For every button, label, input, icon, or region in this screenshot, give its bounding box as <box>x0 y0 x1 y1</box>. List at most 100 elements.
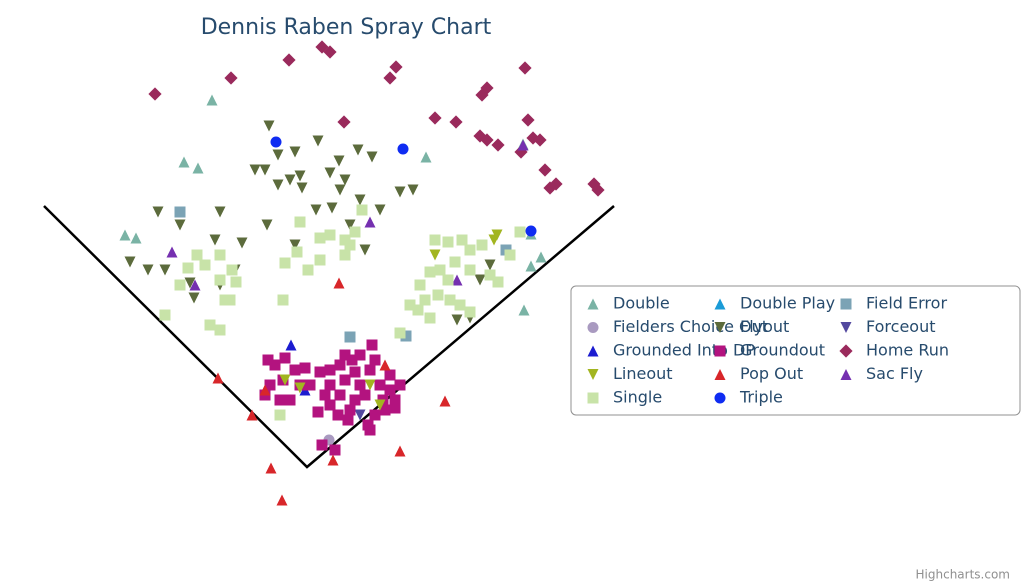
point <box>394 186 406 198</box>
point <box>420 151 432 163</box>
point <box>324 167 336 179</box>
point <box>332 409 344 421</box>
point <box>259 384 271 396</box>
point <box>549 177 563 191</box>
point <box>394 327 406 339</box>
point <box>518 61 532 75</box>
point <box>364 216 376 228</box>
point <box>404 299 416 311</box>
point <box>356 204 368 216</box>
point <box>269 359 281 371</box>
point <box>464 306 476 318</box>
legend-label: Double <box>613 294 670 313</box>
point <box>352 144 364 156</box>
point <box>209 234 221 246</box>
point <box>277 294 289 306</box>
point <box>374 204 386 216</box>
point <box>384 384 396 396</box>
legend-symbol <box>587 345 599 357</box>
point <box>342 414 354 426</box>
point <box>148 87 162 101</box>
point <box>189 279 201 291</box>
point <box>525 225 537 237</box>
legend-label: Sac Fly <box>866 364 923 383</box>
point <box>226 264 238 276</box>
point <box>369 354 381 366</box>
point <box>488 234 500 246</box>
point <box>334 389 346 401</box>
point <box>474 274 486 286</box>
point <box>274 409 286 421</box>
legend-label: Forceout <box>866 317 936 336</box>
legend-symbol <box>714 392 726 404</box>
point <box>289 146 301 158</box>
point <box>533 133 547 147</box>
legend-symbol <box>840 322 852 333</box>
point <box>389 402 401 414</box>
point <box>379 359 391 371</box>
point <box>182 262 194 274</box>
legend-symbol <box>587 298 599 310</box>
point <box>354 409 366 421</box>
point <box>184 277 196 289</box>
point <box>344 331 356 343</box>
point <box>166 246 178 258</box>
legend-label: Field Error <box>866 294 947 313</box>
point <box>324 229 336 241</box>
point <box>334 359 346 371</box>
point <box>333 277 345 289</box>
point <box>246 409 258 421</box>
plot <box>119 40 605 506</box>
point <box>484 259 496 271</box>
point <box>299 362 311 374</box>
point <box>276 494 288 506</box>
legend-label: Home Run <box>866 341 949 360</box>
point <box>324 379 336 391</box>
point <box>279 257 291 269</box>
legend-symbol <box>714 369 726 380</box>
point <box>434 264 446 276</box>
point <box>323 45 337 59</box>
point <box>261 219 273 231</box>
point <box>119 229 131 241</box>
point <box>414 279 426 291</box>
point <box>236 237 248 249</box>
point <box>480 133 494 147</box>
point <box>504 249 516 261</box>
legend-label: Fielders Choice Out <box>613 317 768 336</box>
legend-symbol <box>714 345 726 357</box>
point <box>212 372 224 384</box>
point <box>314 366 326 378</box>
point <box>354 194 366 206</box>
point <box>130 232 142 244</box>
point <box>274 394 286 406</box>
point <box>444 294 456 306</box>
point <box>374 399 386 411</box>
point <box>412 304 424 316</box>
point <box>514 226 526 238</box>
point <box>329 444 341 456</box>
point <box>310 204 322 216</box>
point <box>339 349 351 361</box>
point <box>364 364 376 376</box>
point <box>265 462 277 474</box>
point <box>219 294 231 306</box>
point <box>591 183 605 197</box>
point <box>159 309 171 321</box>
point <box>152 206 164 218</box>
point <box>379 404 391 416</box>
legend-label: Single <box>613 388 662 407</box>
point <box>264 379 276 391</box>
point <box>464 264 476 276</box>
point <box>389 394 401 406</box>
point <box>389 60 403 74</box>
point <box>346 354 358 366</box>
legend-symbol <box>587 322 599 333</box>
point <box>291 246 303 258</box>
point <box>316 439 328 451</box>
legend-label: Triple <box>739 388 783 407</box>
point <box>400 330 412 342</box>
point <box>314 232 326 244</box>
point <box>484 269 496 281</box>
